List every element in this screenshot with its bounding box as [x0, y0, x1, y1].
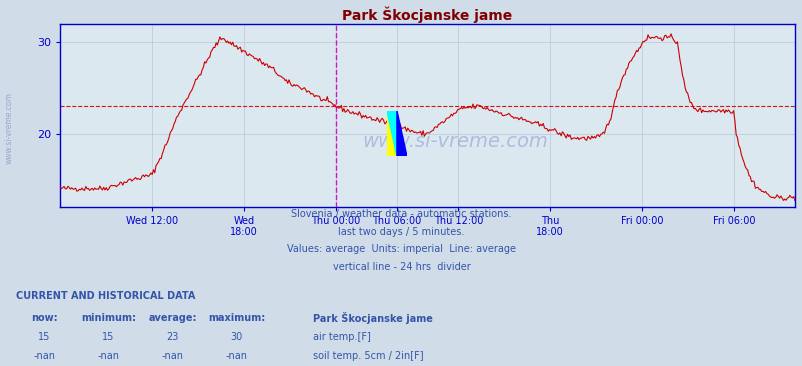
Text: www.si-vreme.com: www.si-vreme.com	[5, 92, 14, 164]
Polygon shape	[387, 111, 396, 157]
Text: 23: 23	[166, 332, 179, 342]
Text: 30: 30	[230, 332, 243, 342]
Text: 15: 15	[102, 332, 115, 342]
Text: minimum:: minimum:	[81, 313, 136, 323]
Text: Park Škocjanske jame: Park Škocjanske jame	[313, 312, 432, 324]
Text: -nan: -nan	[225, 351, 248, 361]
Text: -nan: -nan	[161, 351, 184, 361]
Text: 15: 15	[38, 332, 51, 342]
Text: Values: average  Units: imperial  Line: average: Values: average Units: imperial Line: av…	[286, 244, 516, 254]
Text: soil temp. 5cm / 2in[F]: soil temp. 5cm / 2in[F]	[313, 351, 423, 361]
Text: Slovenia / weather data - automatic stations.: Slovenia / weather data - automatic stat…	[291, 209, 511, 219]
Text: air temp.[F]: air temp.[F]	[313, 332, 371, 342]
Text: CURRENT AND HISTORICAL DATA: CURRENT AND HISTORICAL DATA	[16, 291, 195, 302]
Text: last two days / 5 minutes.: last two days / 5 minutes.	[338, 227, 464, 237]
Title: Park Škocjanske jame: Park Škocjanske jame	[342, 6, 512, 23]
Text: -nan: -nan	[97, 351, 119, 361]
Text: vertical line - 24 hrs  divider: vertical line - 24 hrs divider	[332, 262, 470, 272]
Text: average:: average:	[148, 313, 196, 323]
Text: -nan: -nan	[33, 351, 55, 361]
Polygon shape	[387, 111, 396, 157]
Text: maximum:: maximum:	[208, 313, 265, 323]
Polygon shape	[396, 111, 407, 157]
Text: www.si-vreme.com: www.si-vreme.com	[363, 132, 548, 151]
Text: now:: now:	[30, 313, 58, 323]
